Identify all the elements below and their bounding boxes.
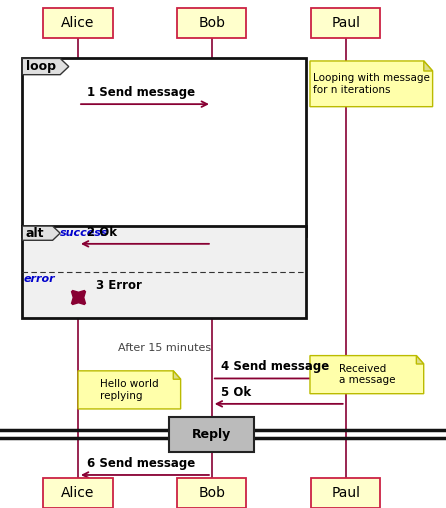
- Text: Bob: Bob: [198, 16, 225, 30]
- Bar: [43, 478, 112, 508]
- Bar: [22, 58, 306, 236]
- Text: Received
a message: Received a message: [339, 364, 395, 386]
- Polygon shape: [78, 371, 181, 409]
- Bar: [43, 8, 112, 38]
- Text: alt: alt: [26, 227, 44, 240]
- Text: 1 Send message: 1 Send message: [87, 86, 195, 99]
- Polygon shape: [424, 61, 433, 71]
- Bar: [311, 8, 380, 38]
- Polygon shape: [173, 371, 181, 379]
- Polygon shape: [310, 61, 433, 107]
- Bar: [311, 478, 380, 508]
- Text: Alice: Alice: [62, 486, 95, 500]
- Text: 5 Ok: 5 Ok: [221, 386, 251, 399]
- Polygon shape: [310, 356, 424, 394]
- Text: After 15 minutes: After 15 minutes: [119, 343, 211, 353]
- Text: 6 Send message: 6 Send message: [87, 457, 195, 470]
- Text: 4 Send message: 4 Send message: [221, 360, 329, 373]
- FancyBboxPatch shape: [169, 417, 254, 452]
- Bar: [177, 478, 246, 508]
- Text: success: success: [60, 228, 109, 238]
- Text: error: error: [24, 274, 56, 284]
- Bar: [22, 226, 306, 318]
- Text: 2 Ok: 2 Ok: [87, 226, 117, 239]
- Text: Paul: Paul: [331, 486, 360, 500]
- Text: Alice: Alice: [62, 16, 95, 30]
- Polygon shape: [417, 356, 424, 364]
- Text: Bob: Bob: [198, 486, 225, 500]
- Text: Reply: Reply: [192, 428, 231, 441]
- Text: Paul: Paul: [331, 16, 360, 30]
- Text: Hello world
replying: Hello world replying: [100, 379, 159, 401]
- Text: loop: loop: [26, 60, 56, 73]
- Polygon shape: [22, 226, 60, 240]
- Bar: [177, 8, 246, 38]
- Text: Looping with message
for n iterations: Looping with message for n iterations: [313, 73, 430, 94]
- Polygon shape: [22, 58, 69, 75]
- Text: 3 Error: 3 Error: [96, 279, 142, 292]
